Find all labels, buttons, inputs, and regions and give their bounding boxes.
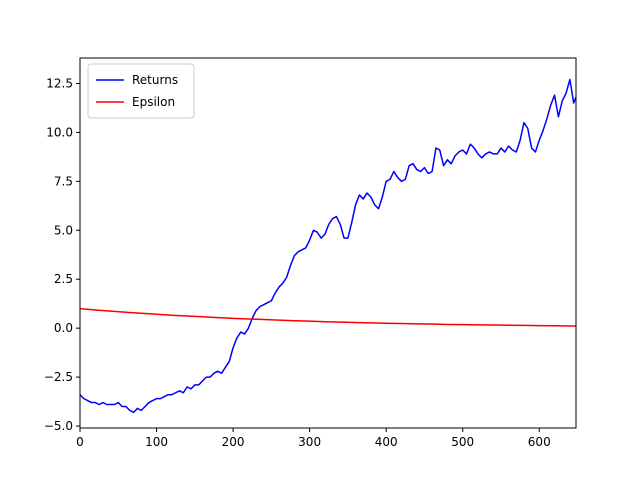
legend-box bbox=[87, 63, 195, 119]
y-tick-label: 12.5 bbox=[46, 76, 73, 90]
x-tick-label: 600 bbox=[528, 435, 551, 449]
series-line-returns bbox=[79, 78, 577, 414]
series-line-epsilon bbox=[79, 307, 576, 327]
y-tick-label: 7.5 bbox=[54, 174, 73, 188]
legend-label-returns: Returns bbox=[132, 73, 178, 87]
y-tick-label: 2.5 bbox=[54, 272, 73, 286]
x-tick-label: 200 bbox=[222, 435, 245, 449]
x-tick-label: 400 bbox=[375, 435, 398, 449]
series-layer bbox=[79, 78, 577, 414]
x-tick-label: 300 bbox=[298, 435, 321, 449]
y-tick-label: −5.0 bbox=[44, 419, 73, 433]
legend: Returns Epsilon bbox=[87, 63, 195, 119]
y-tick-label: 0.0 bbox=[54, 321, 73, 335]
plot-frame bbox=[79, 57, 577, 429]
y-tick-label: −2.5 bbox=[44, 370, 73, 384]
y-tick-label: 5.0 bbox=[54, 223, 73, 237]
x-axis: 0 100 200 300 400 500 600 bbox=[76, 428, 551, 449]
y-tick-label: 10.0 bbox=[46, 125, 73, 139]
x-tick-label: 0 bbox=[76, 435, 84, 449]
x-tick-label: 100 bbox=[145, 435, 168, 449]
y-axis: −5.0 −2.5 0.0 2.5 5.0 7.5 10.0 12.5 bbox=[44, 76, 80, 433]
legend-label-epsilon: Epsilon bbox=[132, 95, 175, 109]
x-tick-label: 500 bbox=[451, 435, 474, 449]
